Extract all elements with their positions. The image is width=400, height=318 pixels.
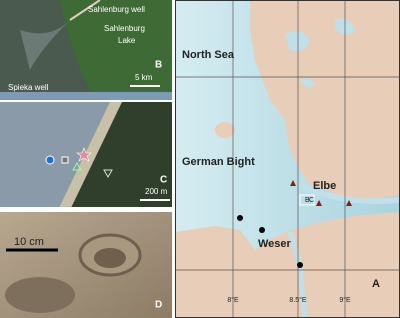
longitude-label: 9°E	[339, 296, 351, 304]
panel-letter: A	[372, 278, 380, 290]
panel-letter: C	[160, 175, 167, 186]
place-label: Weser	[258, 238, 292, 250]
label: Spieka well	[8, 83, 49, 92]
place-label: North Sea	[182, 49, 235, 61]
label: Sahlenburg well	[88, 5, 145, 14]
longitude-label: 8°E	[227, 296, 239, 304]
scale-label: 5 km	[135, 73, 153, 82]
panel-a: North Sea German Bight Elbe Weser B C 8°…	[175, 0, 400, 318]
label: Lake	[118, 36, 136, 45]
place-label: Elbe	[313, 180, 336, 192]
panel-b: Sahlenburg well Sahlenburg Lake Spieka w…	[0, 0, 172, 100]
panel-d: 10 cm D	[0, 212, 172, 318]
scale-label: 10 cm	[14, 236, 44, 248]
scale-label: 200 m	[145, 187, 168, 196]
place-label: German Bight	[182, 156, 255, 168]
panel-letter: D	[155, 300, 162, 311]
inset-label: B	[305, 197, 310, 204]
label: Sahlenburg	[104, 24, 145, 33]
panel-letter: B	[155, 60, 162, 71]
inset-label: C	[309, 197, 314, 204]
panel-c: 200 m C	[0, 102, 172, 210]
longitude-label: 8.5°E	[289, 296, 307, 304]
